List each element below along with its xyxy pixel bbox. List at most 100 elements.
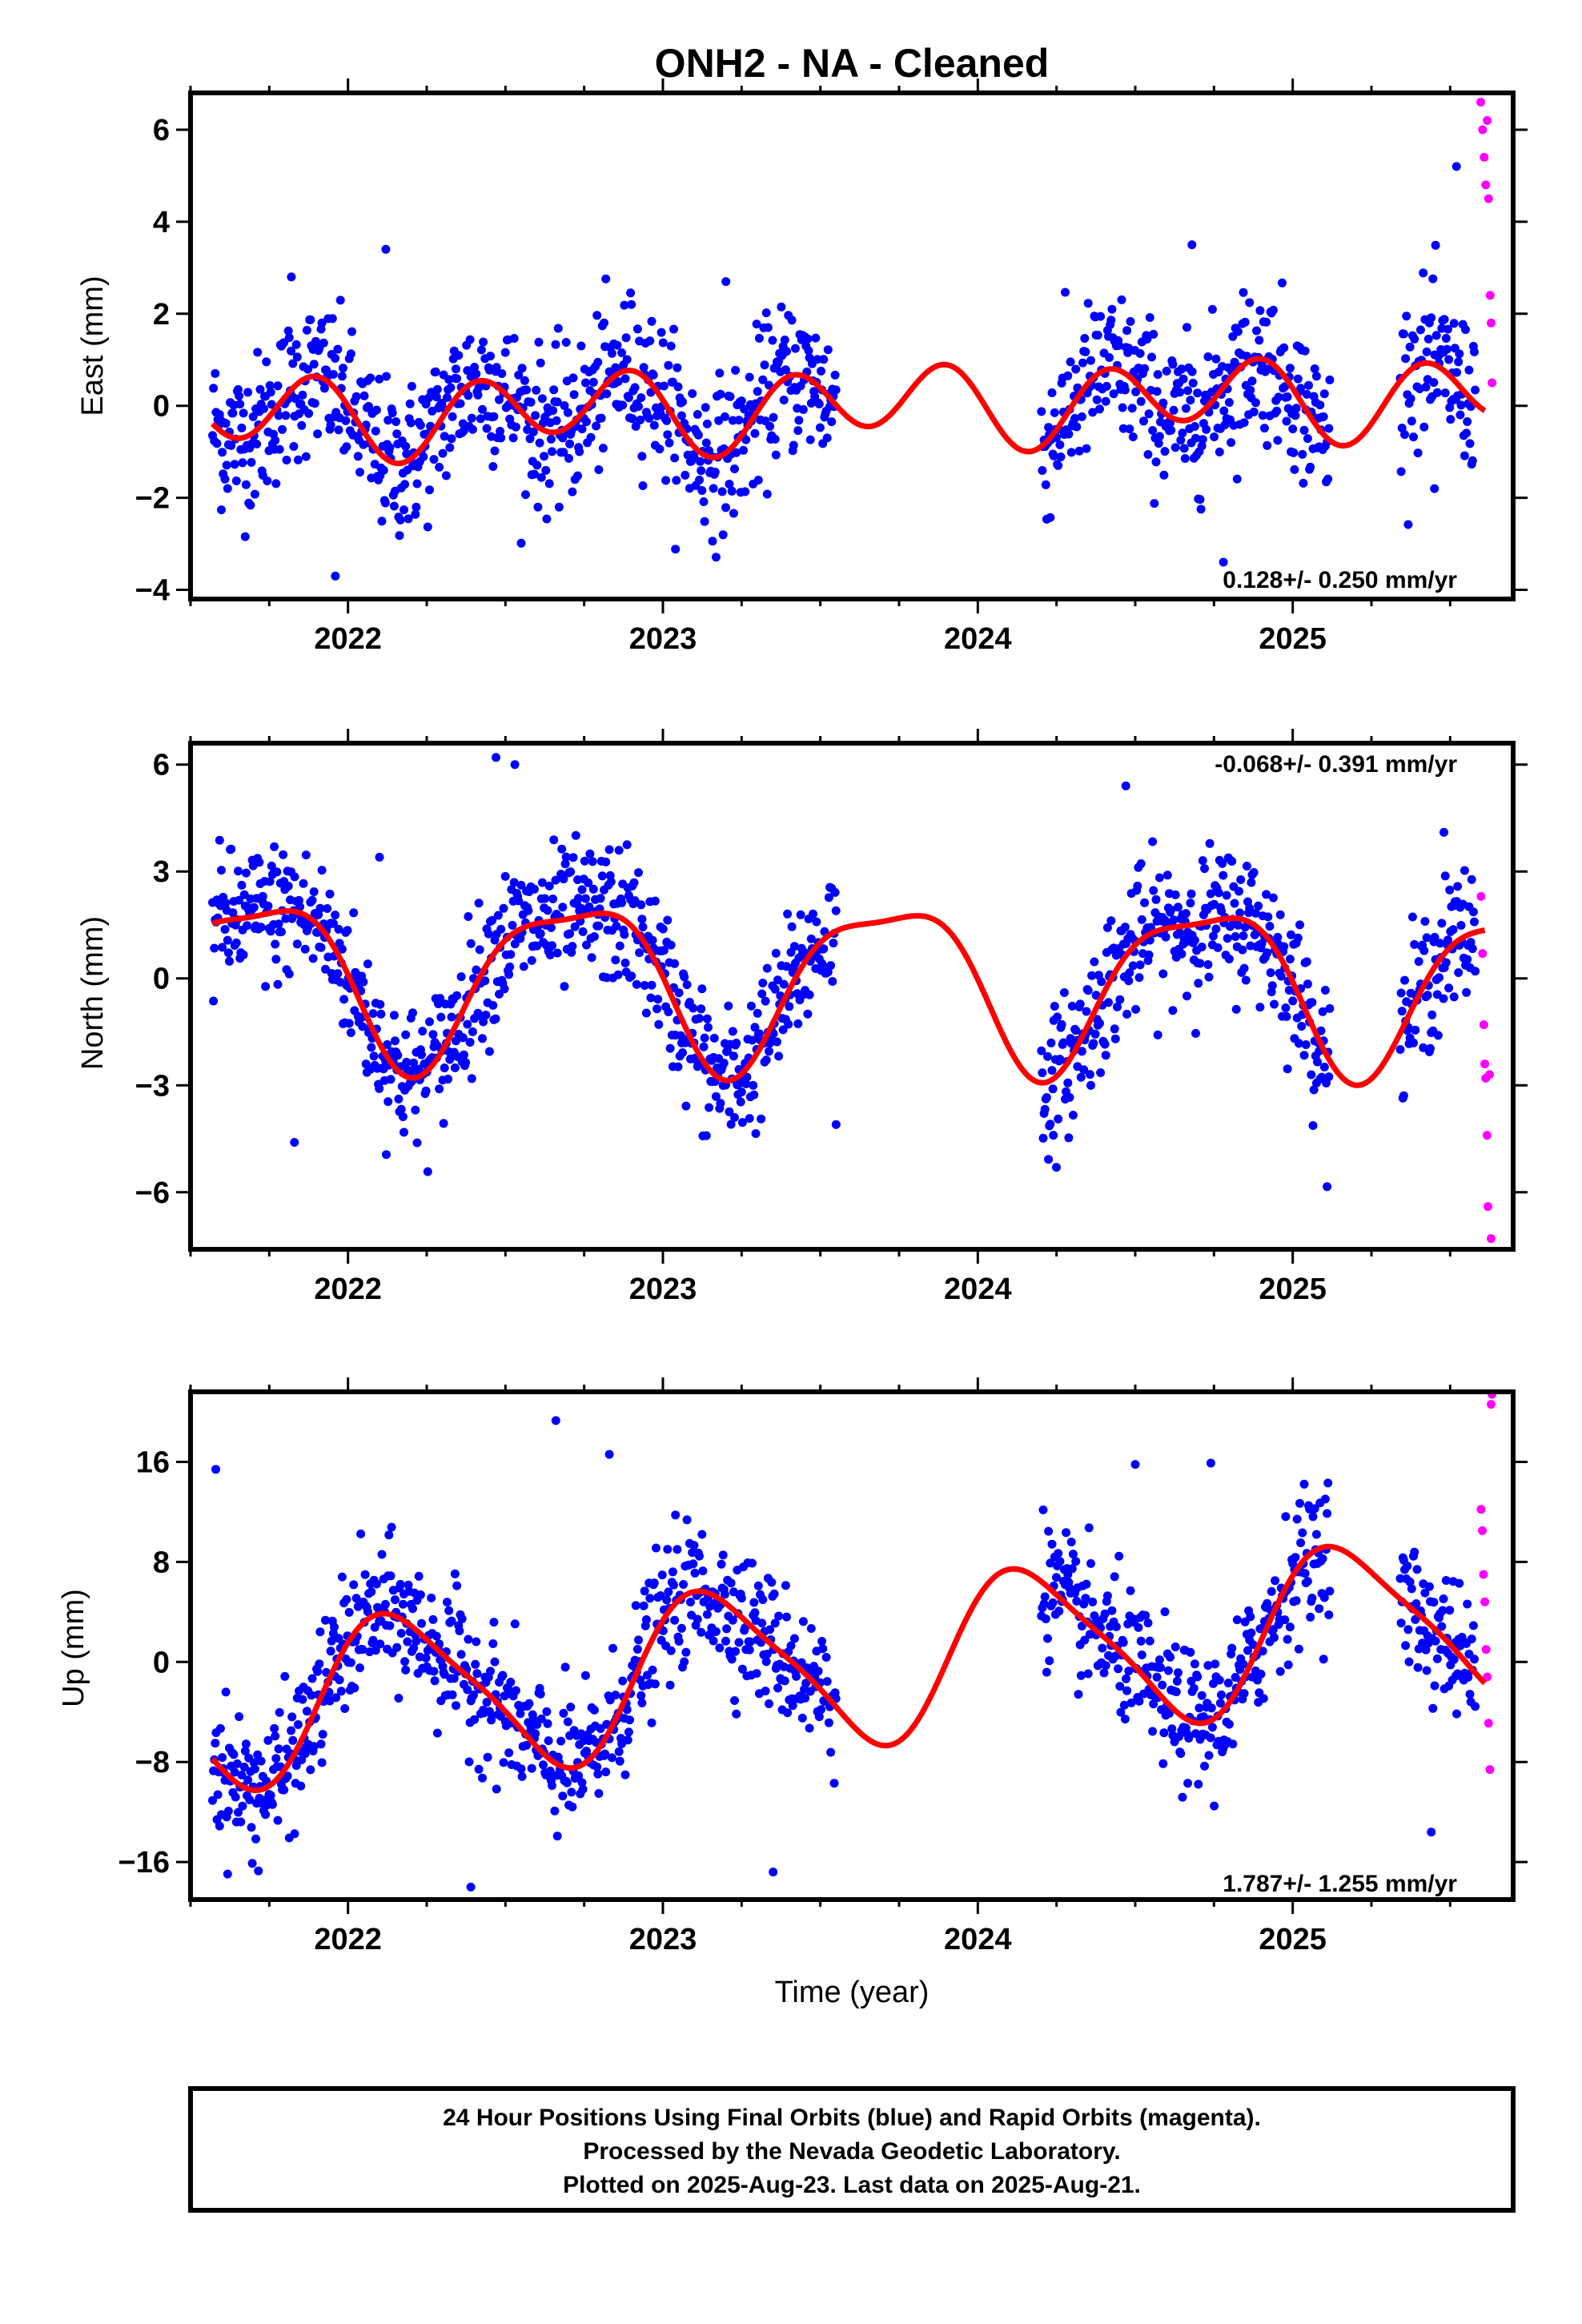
up-final-point [1215,1699,1225,1708]
north-final-point [435,1084,444,1094]
east-final-point [387,408,397,418]
up-final-point [280,1671,290,1681]
north-final-point [757,989,767,999]
up-final-point [792,1671,801,1681]
east-final-point [634,402,643,412]
north-final-point [702,1014,712,1023]
north-final-point [383,1097,393,1107]
north-final-point [423,1167,432,1176]
east-final-point [1066,448,1076,457]
north-x-tick-label: 2022 [314,1273,382,1306]
east-final-point [1105,353,1114,362]
north-final-point [258,891,267,901]
north-final-point [1427,1010,1437,1019]
north-final-point [1137,915,1146,924]
north-final-point [1218,858,1227,868]
up-final-point [457,1614,467,1623]
east-final-point [351,392,361,401]
east-final-point [626,288,636,298]
up-final-point [1318,1554,1327,1563]
east-final-point [664,360,673,370]
north-final-point [1263,948,1272,958]
north-final-point [505,962,515,971]
east-final-point [1431,331,1441,340]
east-final-point [1442,344,1452,354]
up-final-point [247,1859,257,1868]
up-final-point [1258,1647,1267,1656]
east-final-point [1086,356,1095,365]
north-final-point [465,1038,475,1047]
up-final-point [469,1691,478,1699]
north-final-point [634,868,643,878]
up-final-point [783,1708,793,1718]
north-final-point [559,875,568,884]
up-final-point [614,1747,624,1756]
east-final-point [448,412,457,421]
up-final-point [589,1705,599,1715]
east-final-point [508,433,518,443]
up-final-point [657,1570,667,1580]
east-final-point [576,341,586,351]
east-final-point [1325,375,1335,384]
north-final-point [762,963,772,973]
east-final-point [319,384,329,393]
north-final-point [344,1019,354,1028]
north-final-point [382,1150,391,1160]
east-final-point [575,447,584,456]
east-final-point [777,302,786,312]
north-final-point [412,1138,422,1148]
up-final-point [486,1667,495,1676]
up-final-point [1422,1666,1431,1675]
east-final-point [526,397,536,407]
up-final-point [516,1764,526,1774]
east-rapid-point [1487,318,1496,328]
east-final-point [1405,342,1415,352]
east-final-point [753,387,762,396]
up-final-point [356,1529,366,1538]
north-final-point [376,1009,386,1019]
east-final-point [1233,327,1243,336]
up-final-point [375,1639,385,1649]
north-final-point [1125,968,1134,978]
north-final-point [723,1047,733,1056]
up-final-point [781,1581,790,1590]
up-final-point [1045,1656,1054,1666]
north-final-point [1302,957,1311,967]
north-final-point [488,915,497,925]
east-final-point [371,405,381,415]
up-final-point [387,1522,396,1532]
east-final-point [241,480,251,489]
north-final-point [612,922,621,931]
up-final-point [1281,1512,1291,1522]
east-final-point [794,416,804,425]
north-final-point [1086,1080,1095,1090]
up-final-point [1306,1612,1315,1622]
east-final-point [542,514,552,524]
east-final-point [1074,446,1084,456]
east-final-point [1193,388,1203,398]
north-final-point [506,950,516,959]
up-final-point [567,1787,576,1797]
north-final-point [1053,1012,1062,1022]
north-final-point [1115,995,1125,1004]
up-final-point [302,1707,311,1716]
up-final-point [674,1637,684,1646]
north-final-point [809,909,817,919]
up-final-point [749,1598,759,1607]
east-final-point [482,424,492,433]
north-y-axis-label: North (mm) [76,916,110,1070]
up-final-point [618,1676,628,1686]
east-final-point [752,320,761,329]
east-final-point [695,475,704,485]
up-final-point [1052,1573,1061,1582]
east-final-point [601,274,611,283]
east-final-point [768,336,777,345]
north-final-point [650,896,660,906]
north-final-point [736,1097,745,1107]
east-rapid-point [1484,194,1493,203]
north-final-point [1100,1039,1110,1049]
east-y-tick-label: 0 [153,390,170,424]
up-final-point [1239,1689,1249,1699]
north-final-point [826,961,836,971]
up-final-point [1046,1558,1055,1568]
